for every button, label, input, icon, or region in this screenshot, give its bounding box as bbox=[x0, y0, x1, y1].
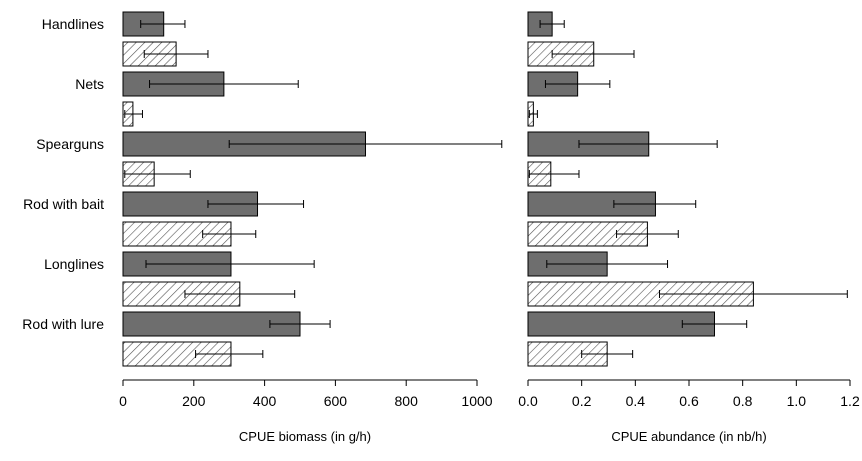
x-tick-label: 0 bbox=[119, 393, 127, 409]
x-tick-label: 1000 bbox=[461, 393, 492, 409]
x-tick-label: 0.6 bbox=[679, 393, 699, 409]
category-label: Nets bbox=[75, 76, 104, 92]
category-label: Rod with bait bbox=[23, 196, 104, 212]
x-tick-label: 1.0 bbox=[787, 393, 807, 409]
category-label: Spearguns bbox=[36, 136, 104, 152]
category-label: Rod with lure bbox=[22, 316, 104, 332]
x-tick-label: 0.8 bbox=[733, 393, 753, 409]
x-tick-label: 600 bbox=[324, 393, 348, 409]
x-tick-label: 0.0 bbox=[518, 393, 538, 409]
category-label: Handlines bbox=[42, 16, 104, 32]
x-tick-label: 200 bbox=[182, 393, 206, 409]
x-tick-label: 400 bbox=[253, 393, 277, 409]
x-tick-label: 0.2 bbox=[572, 393, 592, 409]
x-tick-label: 1.2 bbox=[840, 393, 860, 409]
chart-panel-1: 0.0 0.2 0.4 0.6 0.8 1.0 1.2 CPUE abundance (in … bbox=[518, 11, 860, 444]
category-label: Longlines bbox=[44, 256, 104, 272]
chart-panel-0: 0 200 400 600 800 1000 CPUE biomass (in g/h) Ha… bbox=[22, 11, 503, 444]
x-tick-label: 800 bbox=[395, 393, 419, 409]
x-axis-title: CPUE biomass (in g/h) bbox=[239, 429, 371, 444]
x-axis-title: CPUE abundance (in nb/h) bbox=[611, 429, 766, 444]
x-tick-label: 0.4 bbox=[626, 393, 646, 409]
